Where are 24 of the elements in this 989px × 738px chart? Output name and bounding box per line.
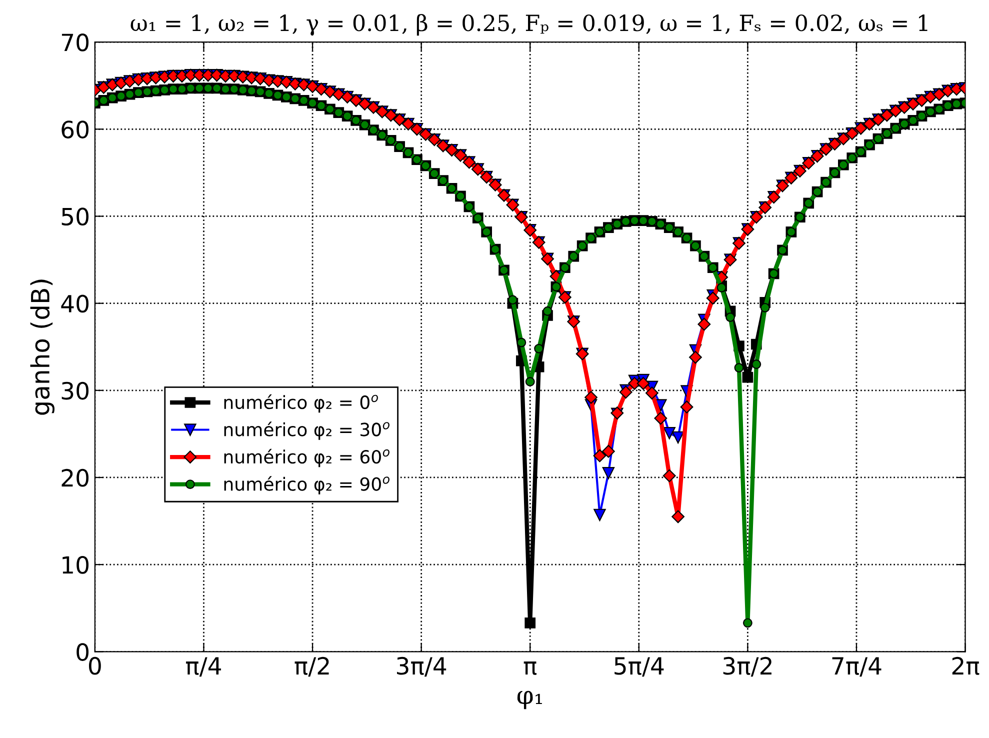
x-tick-label: π/4 xyxy=(186,657,222,677)
chart-title: ω₁ = 1, ω₂ = 1, γ = 0.01, β = 0.25, Fₚ = 0.019, ω = 1, Fₛ = 0.02, ωₛ = 1 xyxy=(130,14,928,36)
x-tick-label: 3π/2 xyxy=(723,656,772,677)
x-tick-label: 5π/4 xyxy=(614,657,664,677)
y-tick-label: 30 xyxy=(62,382,89,400)
y-axis-title: ganho (dB) xyxy=(30,280,54,415)
legend-label: numérico φ₂ = 30$^{o}$ xyxy=(224,422,390,440)
x-tick-label: 0 xyxy=(88,656,101,675)
x-tick-label: π xyxy=(524,662,537,675)
y-tick-label: 0 xyxy=(76,643,89,661)
y-tick-label: 40 xyxy=(61,294,89,313)
x-tick-label: π/2 xyxy=(294,656,329,677)
x-axis-title: φ₁ xyxy=(517,690,542,710)
legend-label: numérico φ₂ = 0$^{o}$ xyxy=(224,394,378,413)
legend-label: numérico φ₂ = 90$^{o}$ xyxy=(224,476,390,494)
y-tick-label: 60 xyxy=(62,120,89,138)
y-tick-label: 50 xyxy=(62,208,89,226)
y-tick-label: 70 xyxy=(62,34,89,52)
y-tick-label: 10 xyxy=(62,556,89,574)
x-tick-label: 7π/4 xyxy=(832,657,882,677)
y-tick-label: 20 xyxy=(62,468,89,487)
x-tick-label: 2π xyxy=(952,656,980,675)
legend-label: numérico φ₂ = 60$^{o}$ xyxy=(224,448,390,468)
x-tick-label: 3π/4 xyxy=(397,656,446,677)
